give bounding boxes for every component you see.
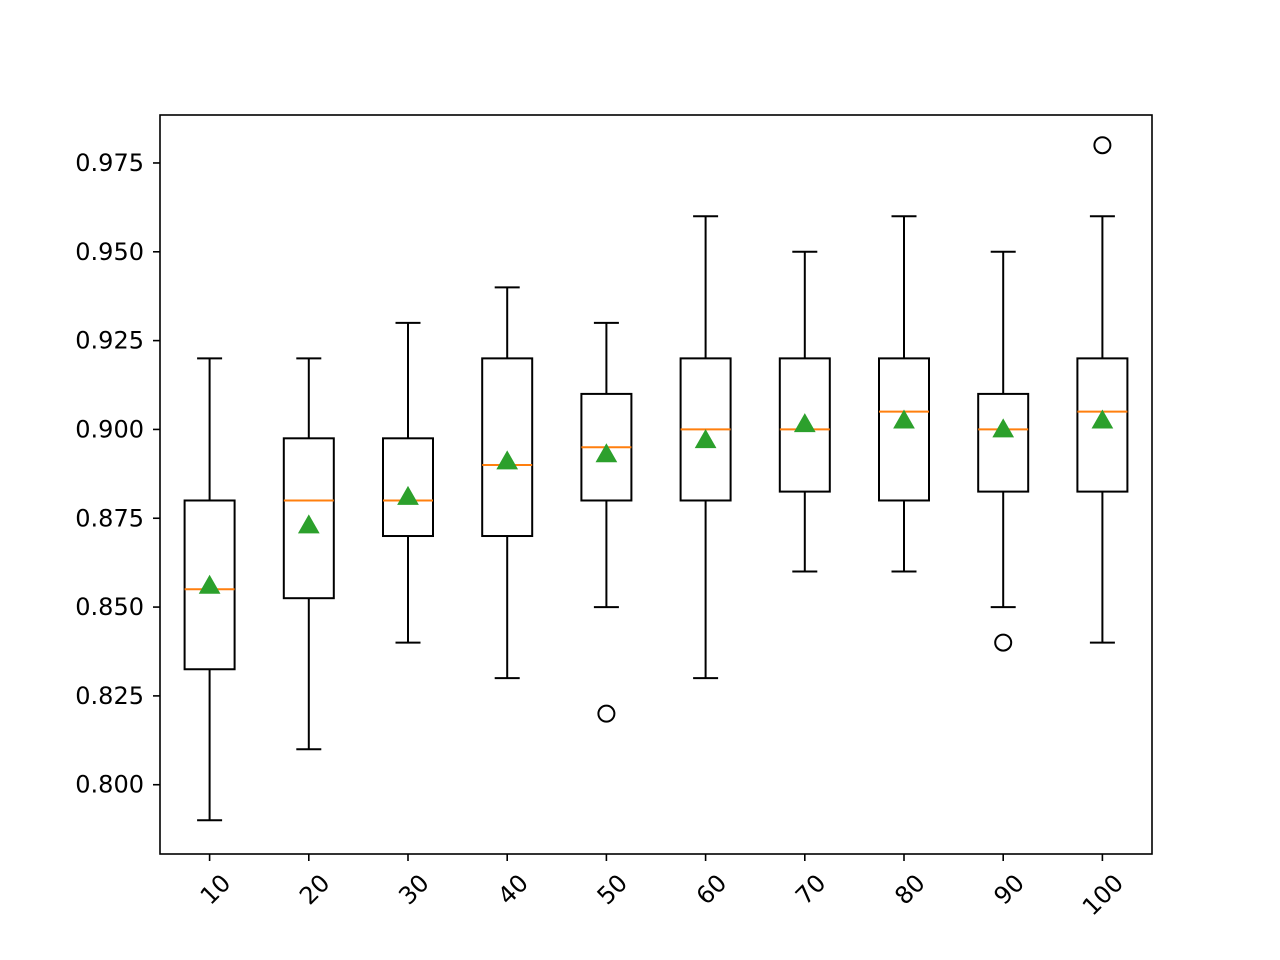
iqr-box bbox=[481, 357, 534, 538]
plot-area bbox=[183, 136, 1129, 822]
mean-marker bbox=[793, 413, 816, 433]
mean-marker bbox=[694, 429, 717, 449]
box-group-50 bbox=[580, 321, 633, 723]
mean-marker bbox=[595, 443, 618, 463]
box-group-60 bbox=[679, 215, 732, 680]
iqr-box bbox=[778, 357, 831, 493]
iqr-box bbox=[1076, 357, 1129, 493]
box-group-90 bbox=[977, 250, 1030, 652]
y-tick-label: 0.925 bbox=[75, 327, 144, 355]
y-tick-label: 0.900 bbox=[75, 415, 144, 443]
y-tick-label: 0.825 bbox=[75, 682, 144, 710]
y-tick-label: 0.950 bbox=[75, 238, 144, 266]
mean-marker bbox=[397, 485, 419, 505]
box-group-70 bbox=[778, 250, 831, 573]
y-tick-label: 0.975 bbox=[75, 149, 144, 177]
box-group-80 bbox=[878, 215, 930, 573]
y-tick-label: 0.875 bbox=[75, 504, 144, 532]
mean-marker bbox=[1091, 409, 1114, 429]
outlier-point bbox=[994, 633, 1013, 652]
mean-marker bbox=[992, 418, 1015, 438]
iqr-box bbox=[282, 437, 335, 600]
mean-marker bbox=[893, 409, 915, 429]
box-group-30 bbox=[382, 321, 434, 644]
box-group-40 bbox=[481, 286, 534, 680]
mean-marker bbox=[297, 514, 320, 534]
box-group-10 bbox=[183, 357, 236, 822]
iqr-box bbox=[977, 392, 1030, 493]
y-tick-label: 0.800 bbox=[75, 771, 144, 799]
outlier-point bbox=[1093, 136, 1112, 155]
iqr-box bbox=[878, 357, 930, 502]
outlier-point bbox=[597, 704, 616, 723]
axes-frame bbox=[159, 114, 1153, 855]
iqr-box bbox=[382, 437, 434, 538]
y-tick-label: 0.850 bbox=[75, 593, 144, 621]
iqr-box bbox=[183, 499, 236, 671]
mean-marker bbox=[496, 450, 519, 470]
mean-marker bbox=[198, 574, 221, 594]
y-axis: 0.800 0.825 0.850 0.875 0.900 0.925 0.950 0.975 bbox=[75, 149, 160, 799]
box-group-20 bbox=[282, 357, 335, 751]
box-group-100 bbox=[1076, 136, 1129, 644]
